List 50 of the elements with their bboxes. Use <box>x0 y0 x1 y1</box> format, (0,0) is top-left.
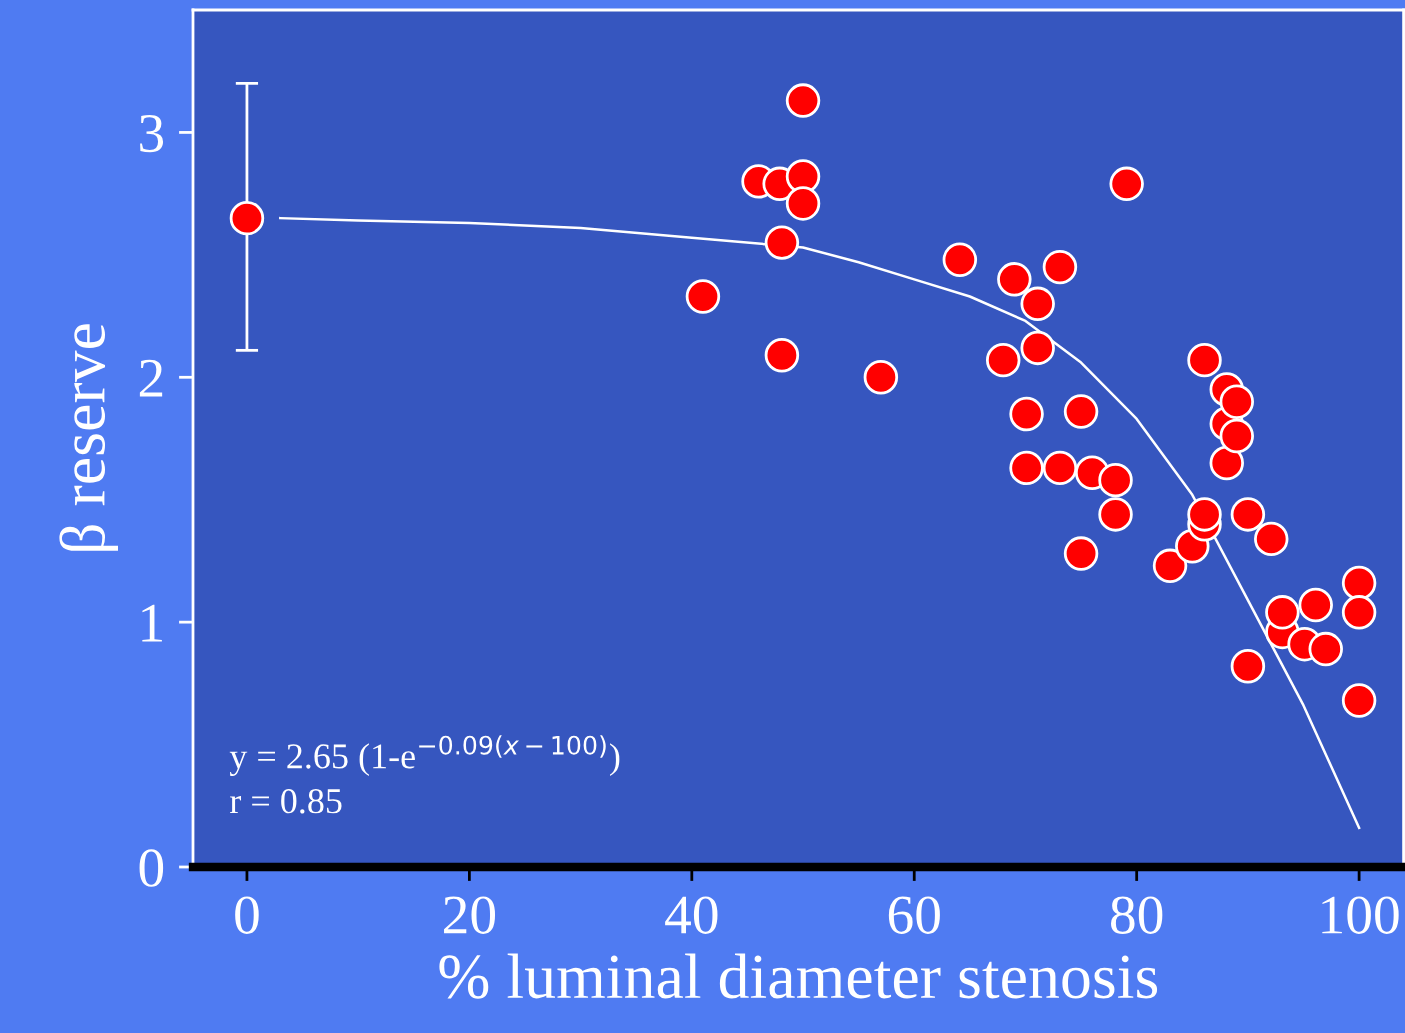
point <box>1020 286 1055 322</box>
x-tick-label: 20 <box>444 896 496 934</box>
point <box>1098 497 1133 532</box>
point <box>1298 587 1333 623</box>
line-series <box>279 216 1361 830</box>
point <box>1187 497 1222 532</box>
point <box>1230 648 1266 684</box>
point <box>1020 330 1055 366</box>
point <box>764 338 800 373</box>
point <box>1063 394 1099 429</box>
point <box>1152 548 1188 584</box>
point <box>1109 166 1144 202</box>
point <box>764 225 800 260</box>
x-tick-label: 100 <box>1322 896 1399 934</box>
point <box>985 342 1021 378</box>
point <box>1187 342 1222 378</box>
x-tick-label: 80 <box>1111 896 1163 934</box>
x-tick-label: 60 <box>888 896 940 934</box>
point <box>1230 497 1266 532</box>
point <box>997 262 1032 297</box>
point <box>942 242 978 277</box>
point <box>1265 595 1300 630</box>
point <box>1308 631 1343 667</box>
point <box>1009 396 1044 432</box>
y-tick-label: 0 <box>139 849 164 887</box>
point <box>685 279 721 314</box>
y-tick-label: 1 <box>142 604 162 642</box>
point <box>1341 595 1377 630</box>
point <box>785 83 821 118</box>
point <box>1254 521 1289 557</box>
y-axis-title: β reserve <box>59 324 118 551</box>
point <box>1042 450 1078 486</box>
point <box>1219 418 1254 454</box>
point <box>785 186 821 221</box>
point <box>1219 384 1254 419</box>
point <box>1042 249 1078 285</box>
point <box>229 200 265 236</box>
point <box>863 360 899 395</box>
point <box>1098 462 1133 498</box>
x-tick-label: 0 <box>235 896 259 934</box>
point <box>1009 450 1044 486</box>
x-axis-title: % luminal diameter stenosis <box>439 953 1158 999</box>
annotation: y = 2.65 (1-e$^{−0.09(x−100)}$) <box>229 735 620 777</box>
annotation: r = 0.85 <box>230 789 342 814</box>
y-tick-label: 3 <box>140 114 164 153</box>
point <box>1063 536 1099 571</box>
x-tick-label: 40 <box>665 896 718 934</box>
y-tick-label: 2 <box>139 359 163 397</box>
point <box>1209 445 1244 481</box>
point <box>1341 683 1377 718</box>
